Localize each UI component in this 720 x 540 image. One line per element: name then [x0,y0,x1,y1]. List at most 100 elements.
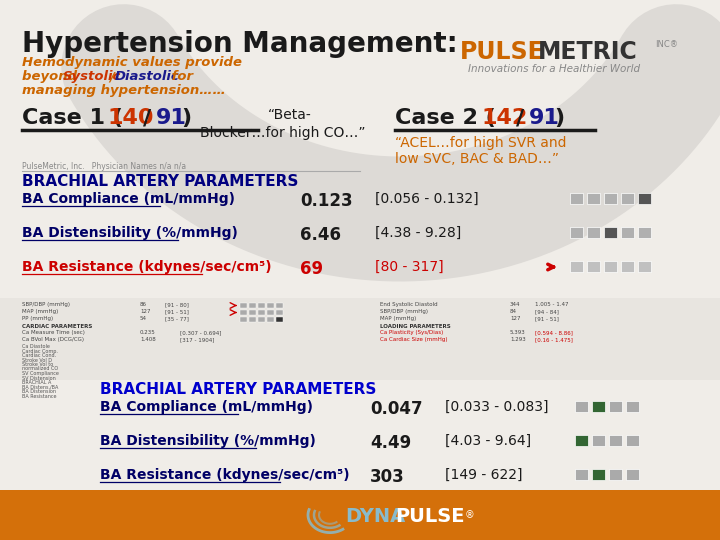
Bar [249,310,256,315]
Bar [592,435,605,446]
Text: Ca Cardiac Size (mmHg): Ca Cardiac Size (mmHg) [380,337,448,342]
Text: [0.056 - 0.132]: [0.056 - 0.132] [375,192,479,206]
Bar [621,227,634,238]
Text: 1.005 - 1.47: 1.005 - 1.47 [535,302,569,307]
Bar [592,401,605,412]
Text: ): ) [554,108,564,128]
Text: SBP/DBP (mmHg): SBP/DBP (mmHg) [380,309,428,314]
Text: BA Distension: BA Distension [22,389,56,394]
Text: CARDIAC PARAMETERS: CARDIAC PARAMETERS [22,324,92,329]
Text: Cardiac Comp.: Cardiac Comp. [22,348,58,354]
Text: SBP/DBP (mmHg): SBP/DBP (mmHg) [22,302,70,307]
Text: Innovations for a Healthier World: Innovations for a Healthier World [468,64,640,74]
Text: for: for [167,70,193,83]
Text: 91: 91 [156,108,187,128]
Bar [276,303,283,308]
Text: /: / [109,70,114,83]
Text: [0.16 - 1.475]: [0.16 - 1.475] [535,337,573,342]
Text: BA Resistance (kdynes/sec/cm⁵): BA Resistance (kdynes/sec/cm⁵) [100,468,350,482]
Text: PP (mmHg): PP (mmHg) [22,316,53,321]
Bar [604,227,617,238]
Text: 127: 127 [510,316,521,321]
Text: BRACHIAL A: BRACHIAL A [22,380,51,385]
Text: 4.49: 4.49 [370,434,411,452]
Text: SV Distension: SV Distension [22,375,55,381]
Text: BA Compliance (mL/mmHg): BA Compliance (mL/mmHg) [22,192,235,206]
Text: METRIC: METRIC [538,40,638,64]
Bar [587,261,600,272]
Text: managing hypertension……: managing hypertension…… [22,84,226,97]
Bar [592,469,605,480]
Text: 344: 344 [510,302,521,307]
Bar [240,310,247,315]
Bar [609,469,622,480]
Bar [267,303,274,308]
Bar [249,303,256,308]
Text: PULSE: PULSE [460,40,545,64]
Text: 69: 69 [300,260,323,278]
Bar [638,261,651,272]
Bar [638,193,651,204]
Text: [91 - 51]: [91 - 51] [165,309,189,314]
Text: BA Resistance: BA Resistance [22,394,56,399]
Text: MAP (mmHg): MAP (mmHg) [380,316,416,321]
Text: BA Distensibility (%/mmHg): BA Distensibility (%/mmHg) [22,226,238,240]
Bar [570,193,583,204]
Bar [604,193,617,204]
Bar [0,490,720,540]
Text: Hypertension Management:: Hypertension Management: [22,30,458,58]
Bar [570,261,583,272]
Text: 0.123: 0.123 [300,192,353,210]
Text: 142: 142 [481,108,527,128]
Bar [609,435,622,446]
Text: 303: 303 [370,468,405,486]
Text: 86: 86 [140,302,147,307]
Bar [240,317,247,322]
Bar [276,310,283,315]
Text: /: / [143,108,151,128]
Text: [0.033 - 0.083]: [0.033 - 0.083] [445,400,549,414]
Text: ®: ® [465,510,474,520]
Text: [91 - 80]: [91 - 80] [165,302,189,307]
Text: 0.047: 0.047 [370,400,423,418]
Text: Blocker…for high CO…”: Blocker…for high CO…” [200,126,366,140]
Text: 84: 84 [510,309,517,314]
Bar [240,303,247,308]
Text: End Systolic Diastold: End Systolic Diastold [380,302,438,307]
Text: Case 2 (: Case 2 ( [395,108,496,128]
Text: 54: 54 [140,316,147,321]
Bar [267,310,274,315]
Bar [249,317,256,322]
Text: [35 - 77]: [35 - 77] [165,316,189,321]
Text: [4.03 - 9.64]: [4.03 - 9.64] [445,434,531,448]
Text: BRACHIAL ARTERY PARAMETERS: BRACHIAL ARTERY PARAMETERS [22,174,298,189]
Text: Case 1 (: Case 1 ( [22,108,123,128]
Text: normalized CO: normalized CO [22,367,58,372]
Text: [4.38 - 9.28]: [4.38 - 9.28] [375,226,462,240]
Text: Ca Diastole: Ca Diastole [22,344,50,349]
Text: PulseMetric, Inc.   Physician Names n/a n/a: PulseMetric, Inc. Physician Names n/a n/… [22,162,186,171]
Text: 0.235: 0.235 [140,330,156,335]
Text: Stroke Vol to: Stroke Vol to [22,362,53,367]
Bar [258,310,265,315]
Text: MAP (mmHg): MAP (mmHg) [22,309,58,314]
Bar [621,261,634,272]
Text: Systolic: Systolic [63,70,121,83]
Text: [0.594 - 8.86]: [0.594 - 8.86] [535,330,573,335]
Text: 5.393: 5.393 [510,330,526,335]
Text: Diastolic: Diastolic [114,70,179,83]
Text: ): ) [181,108,191,128]
Text: 1.293: 1.293 [510,337,526,342]
Text: DYNA: DYNA [345,507,405,526]
Bar [638,227,651,238]
Text: [0.307 - 0.694]: [0.307 - 0.694] [180,330,221,335]
Bar [575,401,588,412]
Bar [609,401,622,412]
Text: beyond: beyond [22,70,82,83]
Text: “Beta-: “Beta- [268,108,312,122]
Bar [0,298,720,380]
Text: 1.408: 1.408 [140,337,156,342]
Text: BA Distensibility (%/mmHg): BA Distensibility (%/mmHg) [100,434,316,448]
Bar [258,317,265,322]
Text: BA Compliance (mL/mmHg): BA Compliance (mL/mmHg) [100,400,313,414]
